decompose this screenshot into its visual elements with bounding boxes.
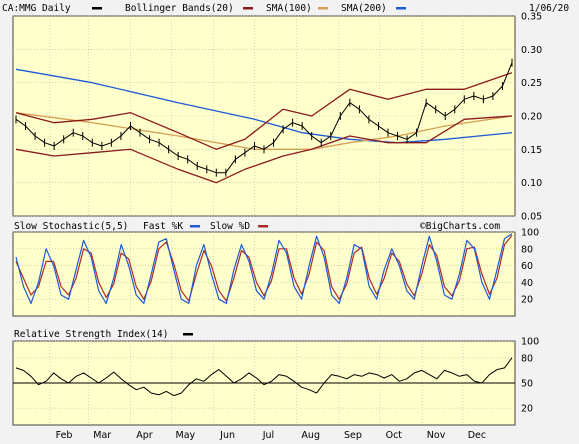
rsi-line: [15, 357, 513, 397]
legend-slowd-swatch: [258, 225, 268, 228]
x-month-label: Jul: [262, 430, 274, 441]
rsi-y-tick: 20: [521, 404, 533, 415]
legend-sma100: SMA(100): [266, 3, 312, 14]
axis-layer: Feb Mar Apr May Jun Jul Aug Sep Oct Nov Dec 0.35 0.3…: [56, 12, 543, 442]
legend-sma200: SMA(200): [341, 3, 387, 14]
stochastic-y-tick: 60: [521, 261, 533, 272]
stochastic-y-tick: 80: [521, 244, 533, 255]
stochastic-y-tick: 40: [521, 278, 533, 289]
rsi-y-tick: 50: [521, 379, 533, 390]
x-month-label: Dec: [468, 430, 486, 441]
series-layer: [13, 58, 515, 397]
price-y-tick: 0.25: [521, 78, 542, 89]
x-month-label: Jun: [219, 430, 235, 441]
x-month-label: Apr: [136, 430, 153, 441]
price-y-tick: 0.05: [521, 212, 542, 223]
stochastic-title: Slow Stochastic(5,5): [14, 221, 128, 232]
x-month-label: Nov: [427, 430, 446, 441]
legend-fastk-swatch: [190, 225, 200, 228]
date-label: 1/06/20: [529, 3, 569, 14]
x-month-label: Feb: [56, 430, 73, 441]
stochastic-y-tick: 20: [521, 295, 533, 306]
legend-sma100-swatch: [318, 7, 328, 10]
rsi-y-tick: 100: [521, 337, 539, 348]
fast-k-line: [15, 233, 513, 304]
price-y-tick: 0.15: [521, 145, 542, 156]
legend-bollinger-swatch: [243, 7, 253, 10]
x-month-label: Mar: [93, 430, 111, 441]
price-panel: [12, 15, 516, 217]
price-y-tick: 0.10: [521, 178, 542, 189]
price-y-tick: 0.35: [521, 12, 542, 23]
price-line: [15, 62, 513, 174]
bollinger-upper-line: [15, 72, 513, 150]
stochastic-y-tick: 100: [521, 228, 539, 239]
rsi-legend-swatch: [183, 333, 193, 336]
x-month-label: May: [176, 430, 196, 441]
price-legend-swatch: [92, 7, 102, 10]
price-y-tick: 0.20: [521, 112, 542, 123]
x-month-label: Oct: [386, 430, 403, 441]
rsi-title: Relative Strength Index(14): [14, 329, 168, 340]
x-month-label: Aug: [301, 430, 320, 441]
x-month-label: Sep: [344, 430, 362, 441]
legend-bollinger: Bollinger Bands(20): [125, 3, 234, 14]
legend-fastk: Fast %K: [143, 221, 183, 232]
bollinger-lower-line: [15, 115, 513, 184]
rsi-y-tick: 80: [521, 353, 533, 364]
watermark: ©BigCharts.com: [420, 221, 500, 232]
legend-slowd: Slow %D: [210, 221, 250, 232]
legend-sma200-swatch: [396, 7, 406, 10]
price-y-tick: 0.30: [521, 45, 542, 56]
slow-d-line: [15, 235, 513, 302]
price-legend: Bollinger Bands(20) SMA(100) SMA(200): [92, 3, 406, 14]
symbol-label: CA:MMG Daily: [2, 3, 71, 14]
